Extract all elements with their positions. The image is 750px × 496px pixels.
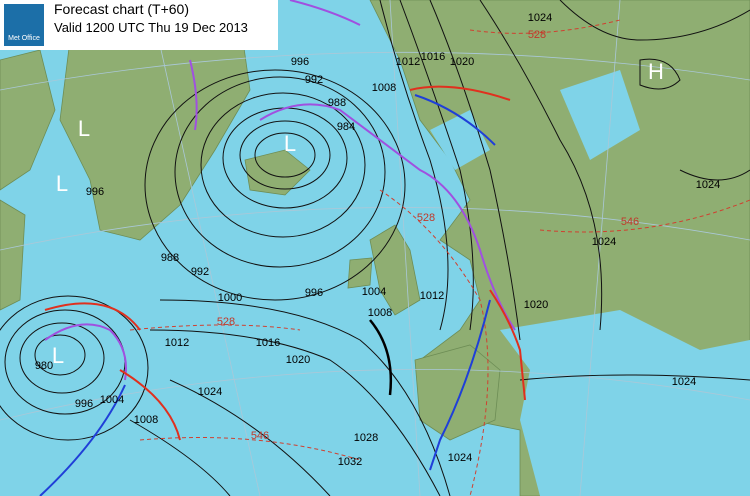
isobar-label: 1012 [165, 337, 189, 349]
isobar-label: 996 [291, 56, 309, 68]
isobar-label: 988 [328, 97, 346, 109]
fronts [39, 0, 526, 496]
isobar-label: 1024 [528, 12, 552, 24]
isobar-labels: 1024 1016 1020 1012 1008 996 992 988 984… [35, 12, 720, 468]
isobar-label: 984 [337, 121, 355, 133]
isobar-label: 1032 [338, 456, 362, 468]
low-centre: L [78, 116, 90, 141]
isobar-label: 1016 [421, 51, 445, 63]
low-centre: L [284, 131, 296, 156]
thickness-label: 546 [251, 430, 269, 442]
isobar-label: 1004 [100, 394, 124, 406]
subtitle: Valid 1200 UTC Thu 19 Dec 2013 [54, 20, 248, 35]
isobar-label: 1008 [372, 82, 396, 94]
isobar-label: 1008 [368, 307, 392, 319]
low-centre: L [56, 171, 68, 196]
isobar-label: 992 [191, 266, 209, 278]
isobar-label: 1016 [256, 337, 280, 349]
isobar-label: 1024 [448, 452, 472, 464]
header-box [0, 0, 278, 50]
thickness-lines [129, 19, 750, 496]
title: Forecast chart (T+60) [54, 1, 189, 17]
isobar-label: 1012 [396, 56, 420, 68]
isobar-label: 1004 [362, 286, 386, 298]
isobar-label: 1028 [354, 432, 378, 444]
isobar-label: 1024 [592, 236, 616, 248]
isobar-label: 1020 [450, 56, 474, 68]
thickness-label: 528 [528, 29, 546, 41]
thickness-label: 546 [621, 216, 639, 228]
logo-text: Met Office [8, 35, 40, 42]
isobar-label: 1008 [134, 414, 158, 426]
isobar-label: 996 [75, 398, 93, 410]
isobar-label: 1000 [218, 292, 242, 304]
low-centre: L [52, 343, 64, 368]
thickness-label: 528 [417, 212, 435, 224]
isobar-label: 996 [86, 186, 104, 198]
pressure-centres: L L L L H [52, 59, 664, 368]
isobar-label: 988 [161, 252, 179, 264]
isobar-label: 1024 [198, 386, 222, 398]
isobar-label: 980 [35, 360, 53, 372]
isobar-label: 1024 [696, 179, 720, 191]
thickness-labels: 528 528 546 546 528 [217, 29, 639, 442]
isobar-label: 1024 [672, 376, 696, 388]
isobar-label: 996 [305, 287, 323, 299]
isobar-label: 992 [305, 74, 323, 86]
isobar-label: 1020 [286, 354, 310, 366]
isobar-label: 1012 [420, 290, 444, 302]
isobar-label: 1020 [524, 299, 548, 311]
thickness-label: 528 [217, 316, 235, 328]
high-centre: H [648, 59, 664, 84]
logo [4, 4, 44, 46]
